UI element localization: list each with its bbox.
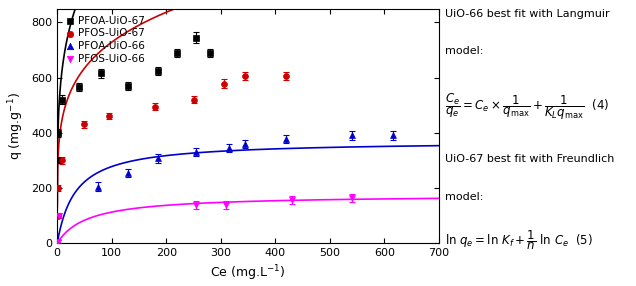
Text: $\dfrac{C_e}{q_e} = C_e \times \dfrac{1}{q_\mathrm{max}} + \dfrac{1}{K_L q_\math: $\dfrac{C_e}{q_e} = C_e \times \dfrac{1}… [445, 92, 609, 122]
PFOA-UiO-66 [347, 133, 357, 138]
PFOA-UiO-66 [387, 133, 398, 138]
PFOA-UiO-66 [281, 136, 291, 141]
Text: model:: model: [445, 192, 483, 202]
PFOS-UiO-66 [287, 198, 297, 202]
X-axis label: Ce (mg.L$^{-1}$): Ce (mg.L$^{-1}$) [211, 263, 286, 283]
PFOS-UiO-67 [52, 186, 62, 190]
PFOS-UiO-67 [240, 74, 251, 78]
PFOS-UiO-66 [347, 196, 357, 200]
PFOS-UiO-67 [80, 122, 90, 127]
Text: $\mathrm{ln}\ q_e = \mathrm{ln}\ K_f + \dfrac{1}{n}\ \mathrm{ln}\ C_e$  (5): $\mathrm{ln}\ q_e = \mathrm{ln}\ K_f + \… [445, 229, 593, 253]
PFOS-UiO-67 [104, 114, 114, 118]
PFOA-UiO-67 [52, 130, 62, 135]
PFOA-UiO-66 [240, 142, 251, 146]
PFOS-UiO-67 [218, 81, 228, 86]
PFOA-UiO-67 [57, 97, 67, 102]
PFOA-UiO-66 [191, 150, 202, 154]
PFOS-UiO-67 [281, 74, 291, 78]
PFOA-UiO-67 [123, 84, 133, 88]
PFOA-UiO-67 [53, 158, 63, 163]
PFOS-UiO-66 [221, 203, 232, 207]
PFOS-UiO-66 [54, 213, 64, 218]
Text: UiO-67 best fit with Freundlich: UiO-67 best fit with Freundlich [445, 154, 614, 164]
Text: UiO-66 best fit with Langmuir: UiO-66 best fit with Langmuir [445, 9, 610, 19]
PFOA-UiO-66 [224, 146, 234, 150]
PFOA-UiO-66 [123, 170, 133, 175]
Legend: PFOA-UiO-67, PFOS-UiO-67, PFOA-UiO-66, PFOS-UiO-66: PFOA-UiO-67, PFOS-UiO-67, PFOA-UiO-66, P… [62, 14, 147, 66]
PFOS-UiO-66 [53, 239, 63, 244]
Text: model:: model: [445, 46, 483, 56]
PFOS-UiO-67 [57, 158, 67, 163]
PFOA-UiO-66 [153, 156, 163, 161]
PFOS-UiO-67 [188, 97, 198, 102]
PFOA-UiO-67 [153, 68, 163, 73]
PFOS-UiO-67 [150, 104, 160, 109]
PFOA-UiO-67 [191, 35, 202, 40]
Y-axis label: q (mg.g$^{-1}$): q (mg.g$^{-1}$) [6, 92, 25, 160]
PFOA-UiO-67 [96, 71, 106, 76]
PFOA-UiO-67 [172, 50, 183, 55]
PFOS-UiO-66 [191, 203, 202, 207]
PFOA-UiO-66 [93, 184, 103, 189]
PFOA-UiO-67 [205, 50, 215, 55]
PFOA-UiO-67 [74, 85, 84, 90]
PFOS-UiO-67 [53, 213, 63, 218]
PFOA-UiO-66 [53, 239, 63, 244]
